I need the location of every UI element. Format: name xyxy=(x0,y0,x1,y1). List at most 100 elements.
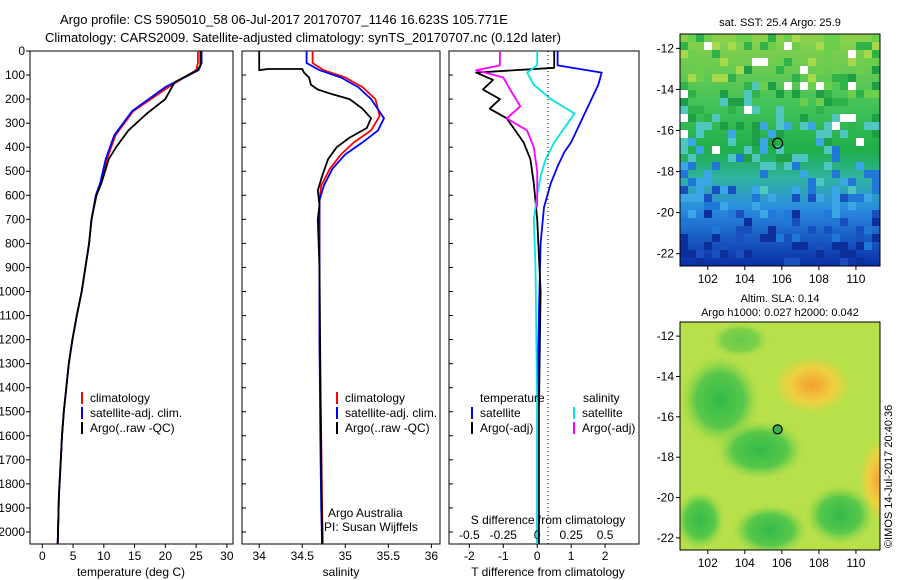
sst-cell xyxy=(816,178,824,186)
sst-cell xyxy=(872,50,880,58)
sst-cell xyxy=(840,178,848,186)
difference-top-tick-label: 0.5 xyxy=(597,528,614,542)
sst-cell xyxy=(824,42,832,50)
sst-cell xyxy=(736,122,744,130)
difference-xtick-label: -1 xyxy=(498,549,509,563)
sst-cell xyxy=(792,186,800,194)
legend-label-satellite: satellite-adj. clim. xyxy=(90,406,182,420)
sst-missing-cell xyxy=(680,130,688,138)
sst-cell xyxy=(680,234,688,242)
sst-cell xyxy=(760,234,768,242)
difference-xtick-label: 2 xyxy=(602,549,609,563)
sst-cell xyxy=(808,186,816,194)
sst-cell xyxy=(824,98,832,106)
sst-cell xyxy=(680,218,688,226)
sst-cell xyxy=(832,42,840,50)
figure-title-line2: Climatology: CARS2009. Satellite-adjuste… xyxy=(45,30,561,45)
sst-cell xyxy=(760,146,768,154)
sst-cell xyxy=(696,74,704,82)
sst-cell xyxy=(760,122,768,130)
sla-map-ytick-label: -20 xyxy=(657,491,675,505)
depth-tick-label: 0 xyxy=(18,44,25,58)
depth-tick-label: 1800 xyxy=(0,477,25,491)
sst-cell xyxy=(728,186,736,194)
sst-map-ytick-label: -18 xyxy=(657,165,675,179)
sst-cell xyxy=(704,170,712,178)
sst-missing-cell xyxy=(704,42,712,50)
sst-cell xyxy=(704,34,712,42)
credit-timestamp: ©IMOS 14-Jul-2017 20:40:36 xyxy=(883,405,895,548)
depth-tick-label: 800 xyxy=(5,236,25,250)
sst-missing-cell xyxy=(832,122,840,130)
sst-cell xyxy=(752,186,760,194)
sst-cell xyxy=(792,90,800,98)
sst-cell xyxy=(872,130,880,138)
sst-cell xyxy=(736,226,744,234)
depth-tick-label: 1600 xyxy=(0,429,25,443)
sst-cell xyxy=(784,34,792,42)
sst-cell xyxy=(816,138,824,146)
sst-cell xyxy=(680,170,688,178)
sst-cell xyxy=(688,74,696,82)
sla-high-patch xyxy=(774,357,850,413)
sst-map-ytick-label: -14 xyxy=(657,82,675,96)
sst-cell xyxy=(864,58,872,66)
sst-cell xyxy=(752,106,760,114)
sst-cell xyxy=(680,146,688,154)
sst-cell xyxy=(792,194,800,202)
sst-cell xyxy=(696,106,704,114)
sst-cell xyxy=(680,98,688,106)
sst-cell xyxy=(832,74,840,82)
sst-cell xyxy=(696,194,704,202)
sla-low-patch-southwest xyxy=(732,504,808,550)
sst-cell xyxy=(792,234,800,242)
sst-cell xyxy=(696,130,704,138)
sst-cell xyxy=(824,226,832,234)
sst-cell xyxy=(864,226,872,234)
sst-map-xtick-label: 104 xyxy=(735,272,755,286)
sst-cell xyxy=(728,42,736,50)
sla-map-argo-marker xyxy=(772,424,783,435)
sst-cell xyxy=(728,98,736,106)
sst-cell xyxy=(720,122,728,130)
sst-cell xyxy=(824,130,832,138)
temperature-xtick-label: 5 xyxy=(70,549,77,563)
sst-cell xyxy=(688,194,696,202)
sst-cell xyxy=(688,90,696,98)
sst-cell xyxy=(840,258,848,266)
sst-cell xyxy=(848,178,856,186)
sst-cell xyxy=(768,82,776,90)
sst-cell xyxy=(736,234,744,242)
sst-cell xyxy=(824,138,832,146)
sst-cell xyxy=(680,50,688,58)
sst-cell xyxy=(824,210,832,218)
sst-cell xyxy=(840,82,848,90)
sst-cell xyxy=(680,250,688,258)
sst-cell xyxy=(872,178,880,186)
difference-xtick-label: -2 xyxy=(464,549,475,563)
sst-cell xyxy=(760,210,768,218)
salinity-series-1 xyxy=(305,51,385,544)
sst-cell xyxy=(848,90,856,98)
sst-cell xyxy=(808,74,816,82)
legend-heading-salinity: salinity xyxy=(583,391,620,405)
sst-cell xyxy=(696,122,704,130)
sst-cell xyxy=(848,58,856,66)
temperature-xtick-label: 15 xyxy=(128,549,142,563)
sst-map-xtick-label: 110 xyxy=(846,272,865,286)
sst-cell xyxy=(848,202,856,210)
sst-cell xyxy=(712,114,720,122)
sst-cell xyxy=(712,226,720,234)
sst-missing-cell xyxy=(784,82,792,90)
sst-cell xyxy=(728,130,736,138)
sla-map-ytick-label: -14 xyxy=(657,369,675,383)
difference-series xyxy=(475,51,603,544)
sst-cell xyxy=(696,66,704,74)
sst-cell xyxy=(744,218,752,226)
sst-cell xyxy=(840,98,848,106)
sla-map-ytick-label: -16 xyxy=(657,410,675,424)
sst-cell xyxy=(832,218,840,226)
legend-label-temp-argo: Argo(-adj) xyxy=(480,421,533,435)
sst-cell xyxy=(728,74,736,82)
sst-cell xyxy=(816,66,824,74)
